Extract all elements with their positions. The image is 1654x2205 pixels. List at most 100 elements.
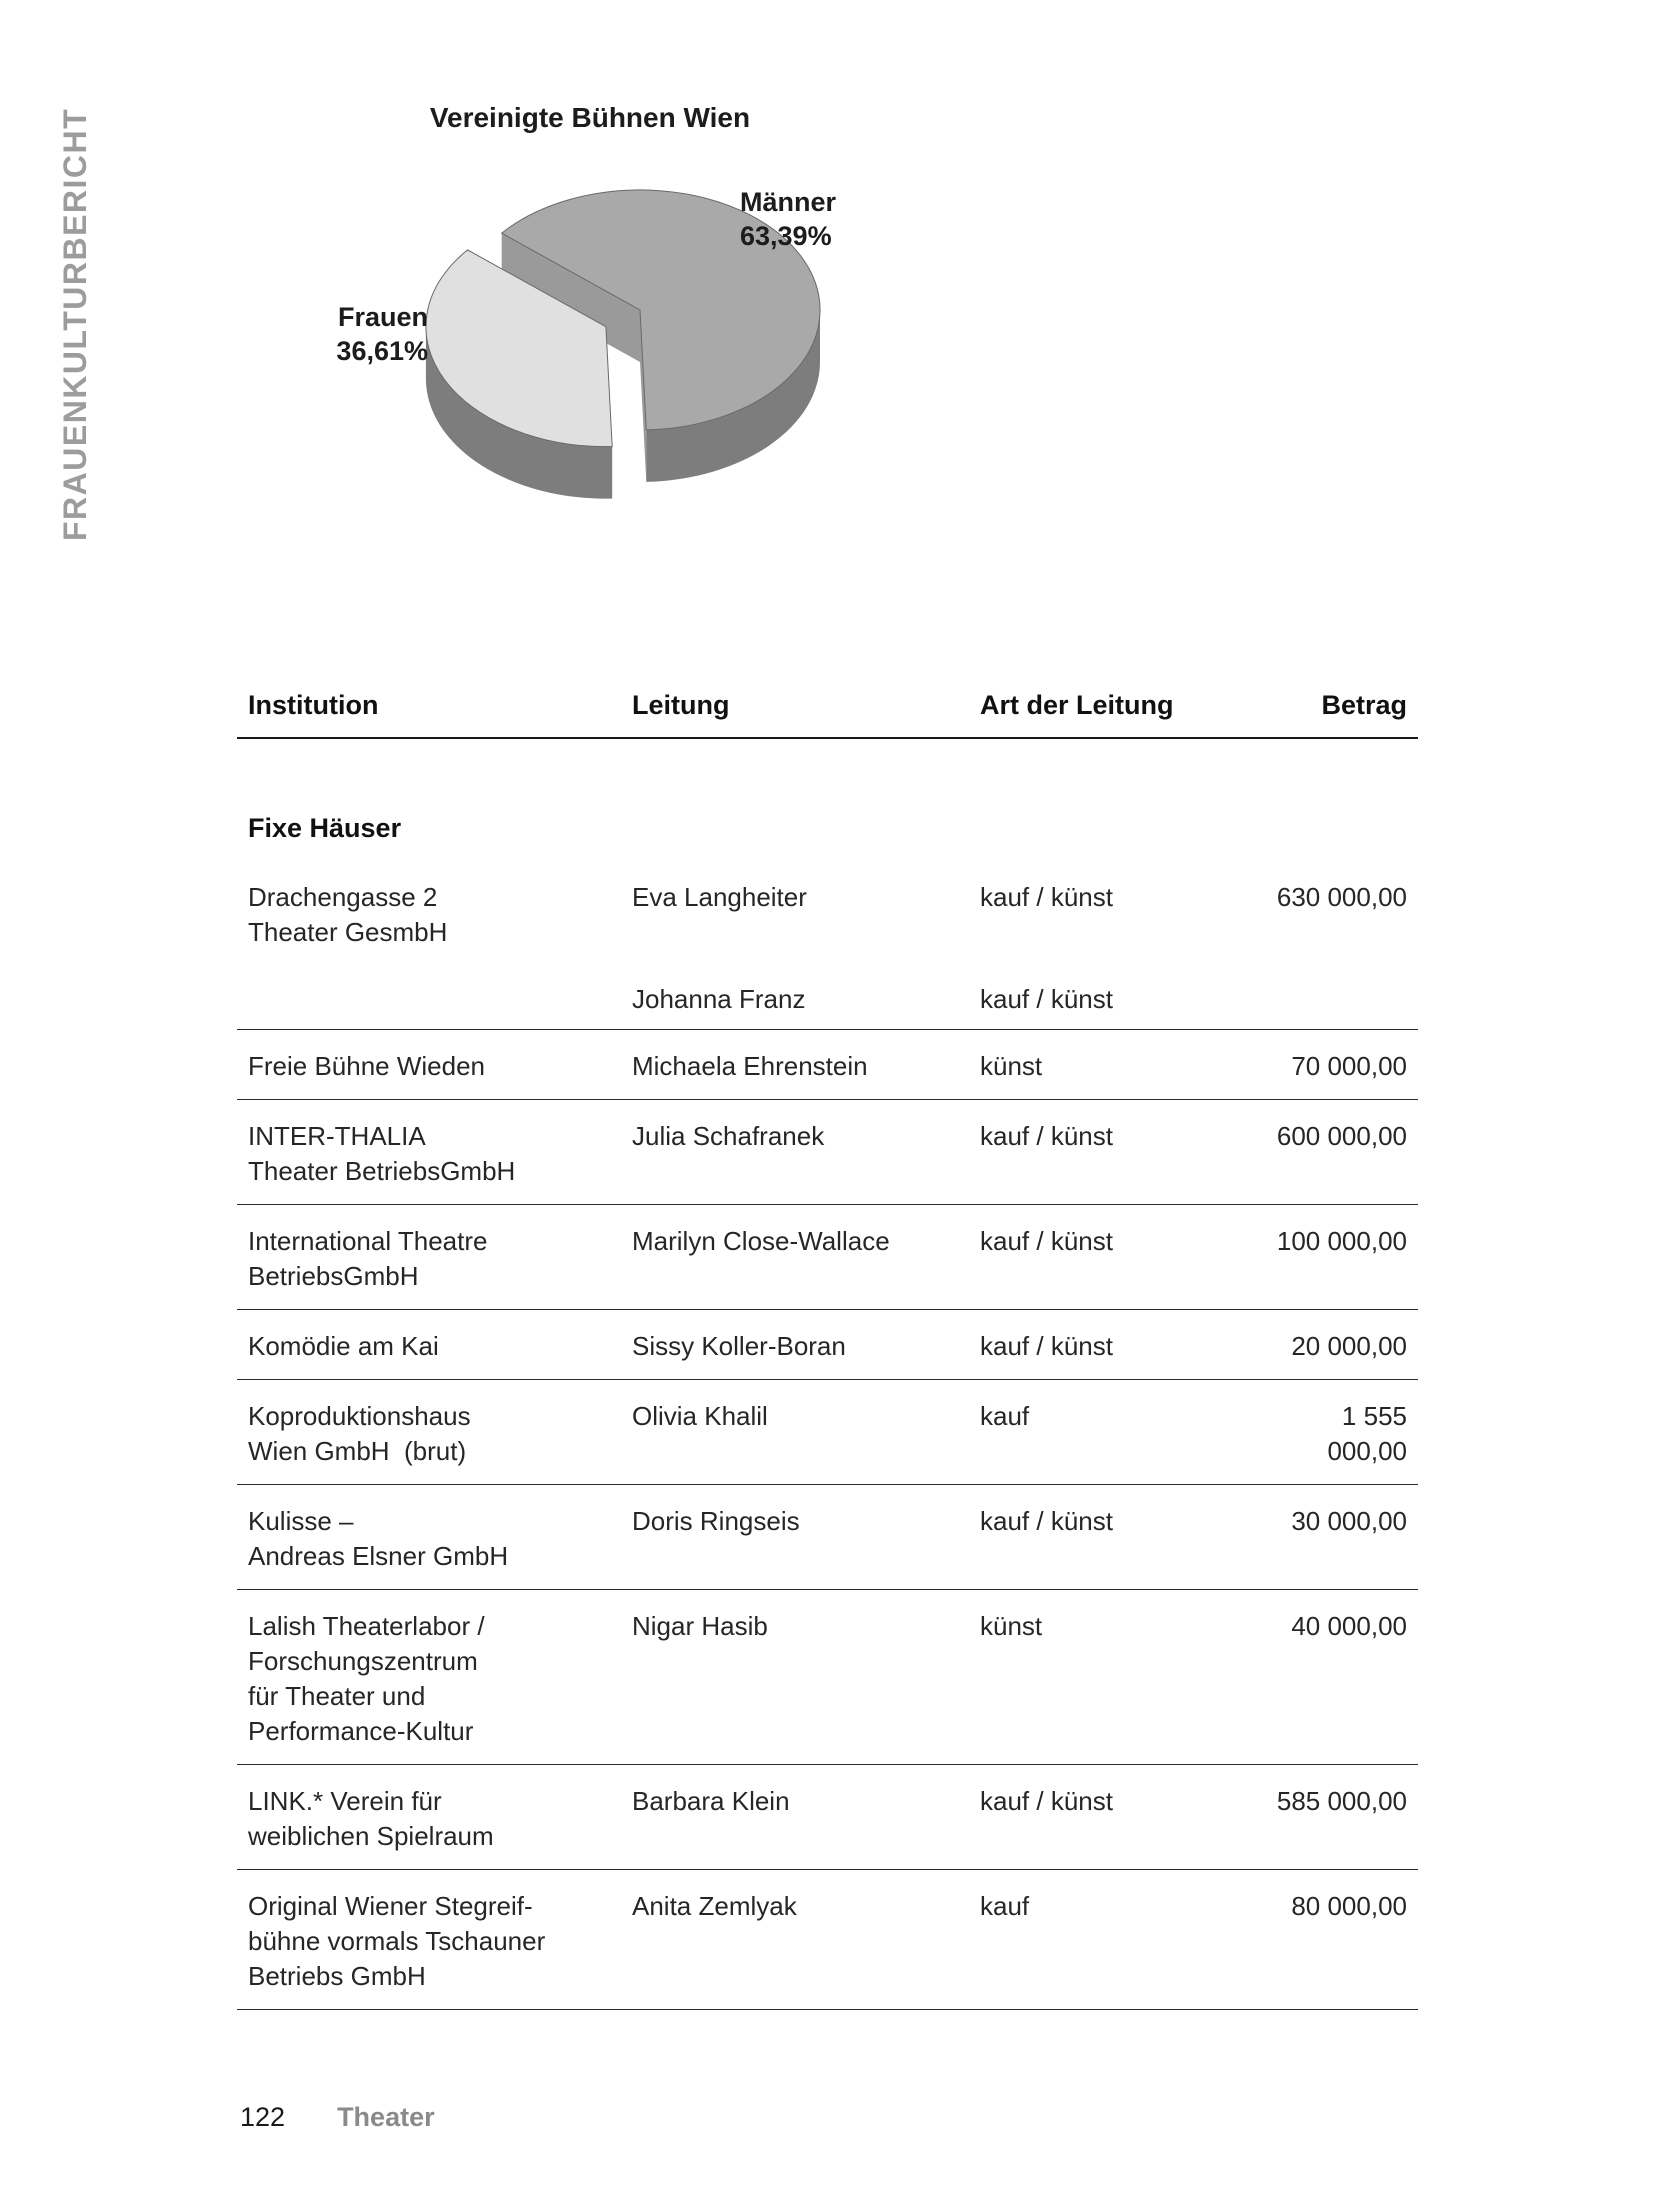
institution-line: Theater GesmbH [248, 917, 448, 947]
frauen-side-rim [425, 326, 613, 499]
table-row: Lalish Theaterlabor / Forschungszentrum fü… [237, 1589, 1418, 1764]
cell-betrag: 20 000,00 [1291, 1331, 1407, 1361]
pie-slice-maenner [500, 189, 821, 431]
cell-art-der-leitung: künst [980, 1051, 1043, 1081]
chart-title: Vereinigte Bühnen Wien [429, 102, 751, 133]
table-row: Komödie am Kai Sissy Koller-Boran kauf / k… [237, 1309, 1418, 1379]
institution-line: bühne vormals Tschauner [248, 1926, 546, 1956]
cell-leitung: Nigar Hasib [632, 1611, 768, 1641]
cell-betrag: 30 000,00 [1291, 1506, 1407, 1536]
cell-institution: Komödie am Kai [248, 1329, 632, 1364]
cell-leitung: Anita Zemlyak [632, 1891, 797, 1921]
institution-line: Kulisse – [248, 1506, 354, 1536]
cell-betrag: 630 000,00 [1276, 882, 1407, 912]
institution-line: für Theater und [248, 1681, 426, 1711]
sidebar-vertical-title: FRAUENKULTURBERICHT [57, 107, 93, 541]
institution-line: Betriebs GmbH [248, 1961, 426, 1991]
pie-label-frauen: Frauen 36,61% [258, 300, 428, 368]
table-row: International Theatre BetriebsGmbH Marilyn… [237, 1204, 1418, 1309]
column-header-leitung: Leitung [632, 690, 730, 720]
column-header-betrag: Betrag [1321, 690, 1407, 720]
institution-line: Koproduktionshaus [248, 1401, 471, 1431]
column-header-art: Art der Leitung [980, 690, 1174, 720]
institution-line: International Theatre [248, 1226, 488, 1256]
cell-leitung: Michaela Ehrenstein [632, 1051, 868, 1081]
institution-line: Performance-Kultur [248, 1716, 474, 1746]
institution-line: Theater BetriebsGmbH [248, 1156, 516, 1186]
cell-institution: Original Wiener Stegreif-bühne vormals T… [248, 1889, 632, 1994]
cell-institution: International Theatre BetriebsGmbH [248, 1224, 632, 1294]
cell-betrag: 1 555 000,00 [1327, 1401, 1407, 1466]
institution-line: INTER-THALIA [248, 1121, 426, 1151]
institution-line: Drachengasse 2 [248, 882, 438, 912]
institution-line: Wien GmbH (brut) [248, 1436, 467, 1466]
pie-label-frauen-name: Frauen [337, 302, 428, 332]
cell-betrag: 100 000,00 [1276, 1226, 1407, 1256]
cell-institution: INTER-THALIA Theater BetriebsGmbH [248, 1119, 632, 1189]
cell-betrag: 40 000,00 [1291, 1611, 1407, 1641]
cell-art-der-leitung: kauf / künst [980, 1331, 1113, 1361]
cell-institution: Drachengasse 2 Theater GesmbH [248, 880, 632, 950]
column-header-institution: Institution [248, 690, 379, 720]
pie-label-frauen-value: 36,61% [336, 336, 428, 366]
cell-leitung: Sissy Koller-Boran [632, 1331, 846, 1361]
institution-line: Lalish Theaterlabor / [248, 1611, 485, 1641]
cell-art-der-leitung: kauf [980, 1891, 1030, 1921]
institution-line: Forschungszentrum [248, 1646, 478, 1676]
table-row: Original Wiener Stegreif-bühne vormals T… [237, 1869, 1418, 2010]
pie-label-maenner: Männer 63,39% [740, 185, 836, 253]
cell-art-der-leitung: künst [980, 1611, 1043, 1641]
cell-leitung: Johanna Franz [632, 984, 806, 1014]
table-row: INTER-THALIA Theater BetriebsGmbH Julia Sc… [237, 1099, 1418, 1204]
cell-institution: Freie Bühne Wieden [248, 1049, 632, 1084]
cell-betrag [1260, 982, 1407, 1017]
subsidy-table: Institution Leitung Art der Leitung Betr… [237, 688, 1418, 2010]
maenner-side-rim [646, 310, 820, 482]
table-row: Drachengasse 2 Theater GesmbH Eva Langheit… [237, 880, 1418, 950]
cell-leitung: Marilyn Close-Wallace [632, 1226, 890, 1256]
table-row: Freie Bühne Wieden Michaela Ehrenstein kün… [237, 1029, 1418, 1099]
cell-institution: Kulisse – Andreas Elsner GmbH [248, 1504, 632, 1574]
cell-leitung: Doris Ringseis [632, 1506, 800, 1536]
footer-section-label: Theater [337, 2102, 435, 2132]
institution-line: Komödie am Kai [248, 1331, 439, 1361]
pie-chart-3d [425, 189, 821, 499]
cell-leitung: Barbara Klein [632, 1786, 790, 1816]
cell-art-der-leitung: kauf / künst [980, 1786, 1113, 1816]
institution-line: Freie Bühne Wieden [248, 1051, 486, 1081]
cell-betrag: 70 000,00 [1291, 1051, 1407, 1081]
cell-art-der-leitung: kauf / künst [980, 882, 1113, 912]
maenner-cut-wall-lower [640, 310, 647, 482]
pie-label-maenner-name: Männer [740, 187, 837, 217]
table-section-heading: Fixe Häuser [248, 813, 402, 843]
cell-institution [248, 982, 632, 1017]
cell-betrag: 80 000,00 [1291, 1891, 1407, 1921]
institution-line: BetriebsGmbH [248, 1261, 419, 1291]
pie-slice-frauen [425, 249, 613, 448]
page-footer: 122 Theater [240, 2100, 435, 2135]
institution-line: Andreas Elsner GmbH [248, 1541, 509, 1571]
cell-leitung: Olivia Khalil [632, 1401, 768, 1431]
institution-line: Original Wiener Stegreif- [248, 1891, 533, 1921]
cell-art-der-leitung: kauf [980, 1401, 1030, 1431]
table-row: Koproduktionshaus Wien GmbH (brut) Olivia … [237, 1379, 1418, 1484]
page-number: 122 [240, 2102, 286, 2132]
cell-institution: LINK.* Verein für weiblichen Spielraum [248, 1784, 632, 1854]
cell-institution: Lalish Theaterlabor / Forschungszentrum fü… [248, 1609, 632, 1749]
cell-art-der-leitung: kauf / künst [980, 1226, 1113, 1256]
cell-betrag: 600 000,00 [1276, 1121, 1407, 1151]
cell-leitung: Julia Schafranek [632, 1121, 825, 1151]
cell-art-der-leitung: kauf / künst [980, 1506, 1113, 1536]
table-row: Kulisse – Andreas Elsner GmbH Doris Ringse… [237, 1484, 1418, 1589]
table-header-row: Institution Leitung Art der Leitung Betr… [237, 688, 1418, 739]
cell-leitung: Eva Langheiter [632, 882, 807, 912]
table-row: Johanna Franz kauf / künst [237, 982, 1418, 1029]
table-body: Drachengasse 2 Theater GesmbH Eva Langheit… [237, 880, 1418, 2010]
pie-label-maenner-value: 63,39% [740, 221, 832, 251]
cell-betrag: 585 000,00 [1276, 1786, 1407, 1816]
cell-art-der-leitung: kauf / künst [980, 984, 1113, 1014]
cell-art-der-leitung: kauf / künst [980, 1121, 1113, 1151]
institution-line: weiblichen Spielraum [248, 1821, 494, 1851]
cell-institution: Koproduktionshaus Wien GmbH (brut) [248, 1399, 632, 1469]
